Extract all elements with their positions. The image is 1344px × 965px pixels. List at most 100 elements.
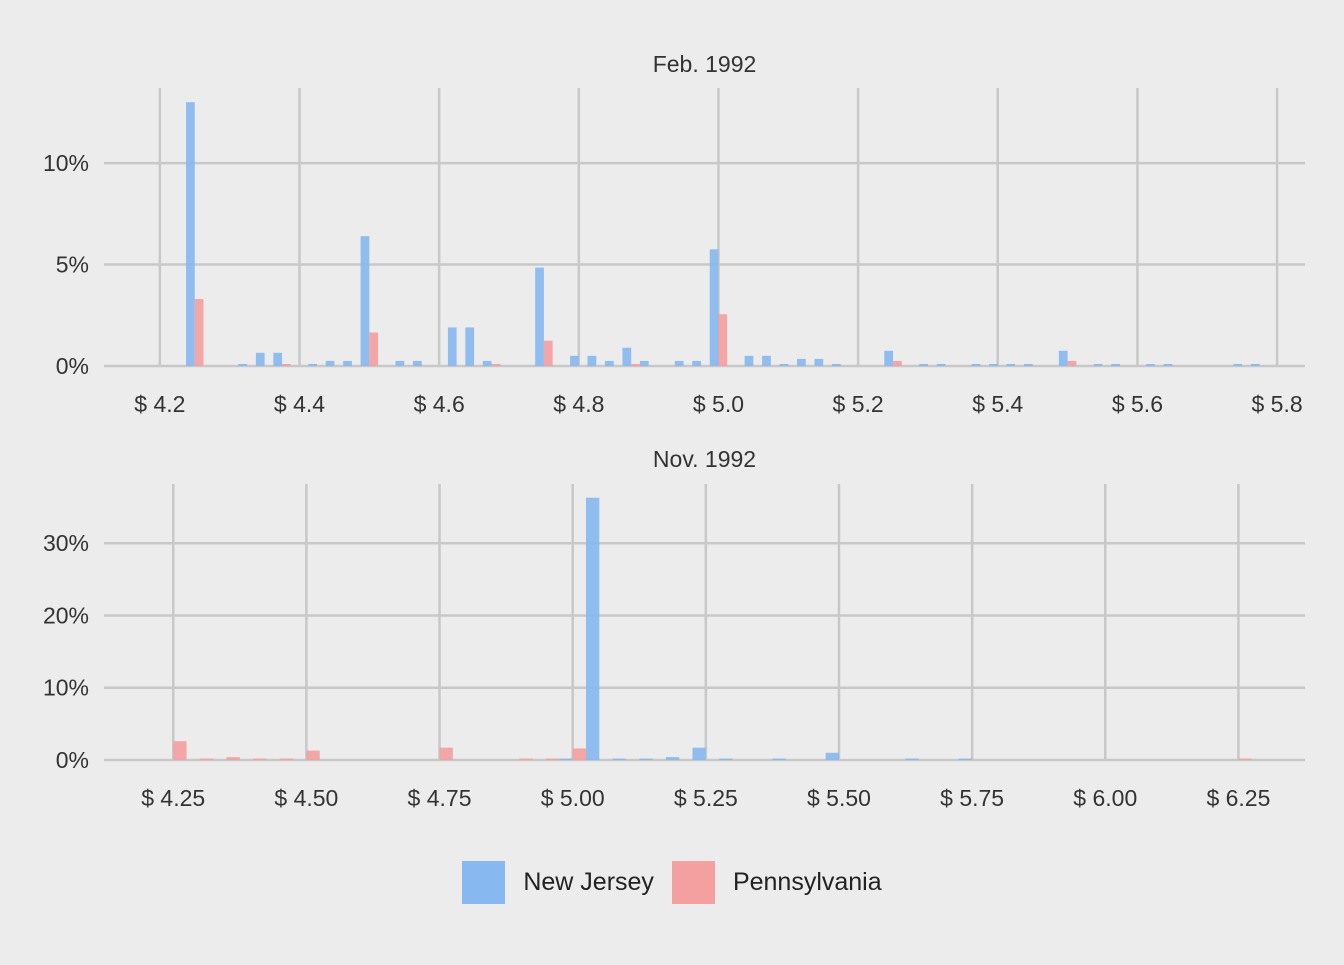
bar-new-jersey [325,360,335,366]
bar-new-jersey [255,352,265,366]
x-tick-label: $ 5.00 [541,785,605,811]
bar-new-jersey [482,360,492,366]
bar-pennsylvania [546,758,560,760]
y-tick-label: 10% [43,675,89,701]
bar-pennsylvania [282,363,291,366]
bar-new-jersey [1233,363,1243,366]
x-tick-label: $ 5.0 [693,391,744,417]
x-tick-label: $ 5.50 [807,785,871,811]
bar-new-jersey [1023,363,1033,366]
bar-new-jersey [692,360,702,366]
bar-pennsylvania [631,363,640,366]
y-tick-label: 30% [43,530,89,556]
legend-label-pennsylvania: Pennsylvania [732,867,882,896]
bar-new-jersey [971,363,981,366]
bar-new-jersey [692,747,706,760]
bar-new-jersey [1058,350,1068,366]
bar-pennsylvania [306,750,320,760]
x-tick-label: $ 4.8 [553,391,604,417]
bar-new-jersey [665,757,680,760]
bar-new-jersey [762,355,771,366]
bar-new-jersey [412,360,422,366]
x-tick-label: $ 4.2 [134,391,185,417]
bar-pennsylvania [253,758,267,760]
bar-new-jersey [719,758,733,760]
panel-title: Feb. 1992 [653,51,757,77]
bar-pennsylvania [543,340,553,366]
legend-item-pennsylvania: Pennsylvania [671,860,882,904]
x-tick-label: $ 4.4 [274,391,325,417]
bar-new-jersey [1006,363,1016,366]
bar-new-jersey [308,363,317,366]
bar-new-jersey [186,102,195,366]
legend-label-new-jersey: New Jersey [523,867,654,896]
y-tick-label: 0% [56,353,89,379]
bar-new-jersey [825,752,839,760]
bar-new-jersey [958,758,973,760]
y-tick-label: 10% [43,150,89,176]
bar-new-jersey [779,363,789,366]
bar-new-jersey [1146,363,1155,366]
legend: New Jersey Pennsylvania [0,858,1344,906]
bar-pennsylvania [439,747,453,760]
bar-new-jersey [797,358,806,366]
x-tick-label: $ 6.00 [1073,785,1137,811]
bar-new-jersey [1093,363,1103,366]
y-tick-label: 20% [43,602,89,628]
bar-pennsylvania [1067,360,1077,366]
x-tick-label: $ 5.2 [833,391,884,417]
bar-new-jersey [639,758,653,760]
x-tick-label: $ 5.25 [674,785,738,811]
legend-item-new-jersey: New Jersey [462,860,654,904]
y-tick-label: 0% [56,747,89,773]
bar-new-jersey [612,758,626,760]
legend-swatch-pennsylvania [671,860,715,904]
x-tick-label: $ 6.25 [1206,785,1270,811]
y-tick-label: 5% [56,252,89,278]
bar-new-jersey [919,363,928,366]
x-tick-label: $ 4.50 [274,785,338,811]
x-tick-label: $ 4.75 [408,785,472,811]
bar-new-jersey [831,363,841,366]
bar-pennsylvania [1238,758,1252,760]
bar-pennsylvania [718,314,728,366]
bar-new-jersey [447,327,457,366]
bar-new-jersey [1111,363,1120,366]
bar-new-jersey [639,360,649,366]
bar-new-jersey [360,236,370,366]
bar-new-jersey [585,497,600,760]
x-tick-label: $ 4.6 [414,391,465,417]
bar-pennsylvania [226,757,240,760]
bar-pennsylvania [173,741,187,760]
x-tick-label: $ 5.6 [1112,391,1163,417]
bar-pennsylvania [519,758,533,760]
bar-pennsylvania [194,299,204,366]
bar-pennsylvania [893,360,902,366]
x-tick-label: $ 4.25 [141,785,205,811]
bar-pennsylvania [279,758,294,760]
bar-new-jersey [273,352,283,366]
bar-new-jersey [559,758,573,760]
bar-new-jersey [1163,363,1173,366]
bar-new-jersey [884,350,894,366]
bar-new-jersey [604,360,614,366]
panel-title: Nov. 1992 [653,446,756,472]
bar-new-jersey [772,758,786,760]
bar-new-jersey [709,249,719,366]
bar-new-jersey [905,758,919,760]
legend-swatch-new-jersey [462,860,506,904]
bar-new-jersey [570,355,579,366]
bar-new-jersey [238,363,248,366]
bar-new-jersey [814,358,824,366]
bar-new-jersey [587,355,597,366]
bar-new-jersey [465,327,475,366]
bar-pennsylvania [572,748,586,760]
bar-new-jersey [936,363,946,366]
x-tick-label: $ 5.8 [1251,391,1302,417]
bar-new-jersey [989,363,998,366]
bar-new-jersey [674,360,684,366]
x-tick-label: $ 5.4 [972,391,1023,417]
bar-new-jersey [535,267,544,366]
